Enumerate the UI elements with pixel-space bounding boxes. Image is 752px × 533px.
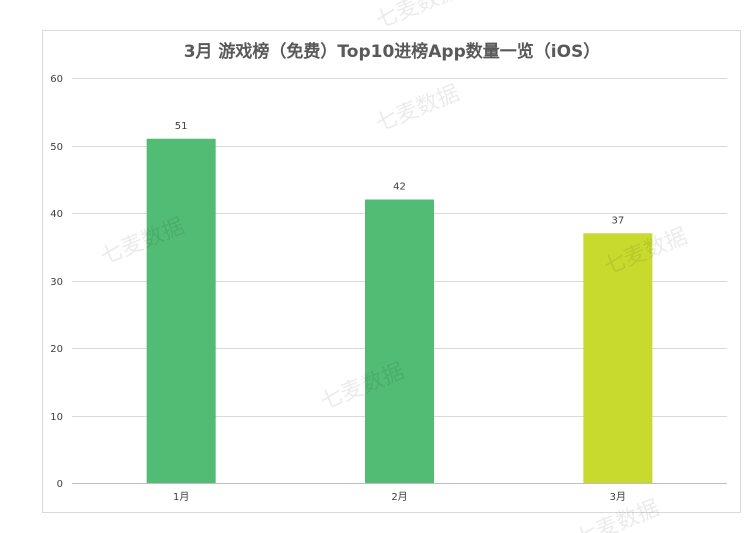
bar-2 xyxy=(365,199,434,483)
chart-title: 3月 游戏榜（免费）Top10进榜App数量一览（iOS） xyxy=(184,41,601,62)
bar-1 xyxy=(146,138,216,483)
data-label: 51 xyxy=(175,121,188,132)
x-tick-label: 1月 xyxy=(173,491,189,503)
data-label: 37 xyxy=(611,215,624,226)
y-tick-label: 60 xyxy=(50,74,63,85)
y-tick-label: 50 xyxy=(50,142,63,153)
y-tick-label: 20 xyxy=(50,344,63,355)
x-tick-label: 2月 xyxy=(391,491,407,503)
bars xyxy=(146,138,653,483)
y-tick-label: 40 xyxy=(50,209,63,220)
y-tick-label: 0 xyxy=(57,479,63,490)
y-axis-ticks: 0 10 20 30 40 50 60 xyxy=(50,74,63,490)
x-axis-ticks: 1月 2月 3月 xyxy=(173,491,626,503)
bar-3 xyxy=(583,233,653,483)
watermark-text: 七麦数据 xyxy=(372,0,463,34)
y-tick-label: 10 xyxy=(50,412,63,423)
x-tick-label: 3月 xyxy=(610,491,626,503)
y-tick-label: 30 xyxy=(50,277,63,288)
data-labels: 51 42 37 xyxy=(175,121,624,227)
data-label: 42 xyxy=(393,182,406,193)
